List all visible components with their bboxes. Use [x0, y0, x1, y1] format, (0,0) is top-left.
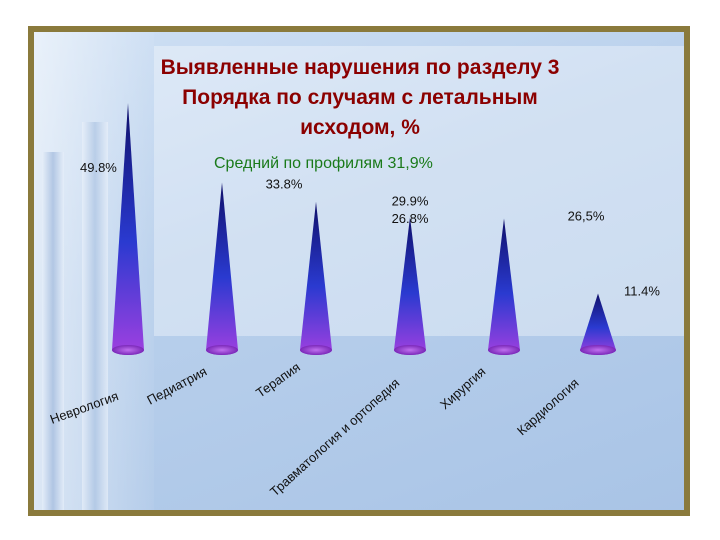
cone-bar [580, 293, 616, 355]
cone-bar [488, 218, 520, 355]
category-label: Хирургия [437, 364, 488, 412]
cone-bar [206, 182, 238, 355]
background-column [82, 122, 108, 510]
data-label: 33.8% [266, 176, 303, 191]
cone-base [300, 345, 332, 355]
category-label: Кардиология [514, 375, 582, 438]
cone-base [112, 345, 144, 355]
slide-background [34, 32, 684, 510]
category-label: Терапия [253, 359, 303, 400]
cone-bar [300, 201, 332, 355]
data-label: 29.9% [392, 194, 429, 209]
data-label: 26.8% [392, 211, 429, 226]
category-label: Неврология [48, 388, 121, 427]
background-panel [154, 46, 684, 336]
data-label: 11.4% [624, 283, 660, 298]
cone-bar [112, 102, 144, 355]
category-label: Травматология и ортопедия [267, 375, 402, 499]
title-line-3: исходом, % [300, 116, 420, 139]
title-line-1: Выявленные нарушения по разделу 3 [161, 56, 560, 79]
background-column [42, 152, 64, 510]
category-label: Педиатрия [144, 364, 209, 408]
data-label: 49.8% [80, 160, 117, 175]
cone-base [394, 345, 426, 355]
cone-base [488, 345, 520, 355]
cone-bar [394, 217, 426, 355]
average-label: Средний по профилям 31,9% [214, 155, 433, 172]
title-line-2: Порядка по случаям с летальным [182, 86, 538, 109]
chart-title: Выявленные нарушения по разделу 3 Порядк… [161, 56, 560, 139]
cone-base [206, 345, 238, 355]
cone-base [580, 345, 616, 355]
data-label: 26,5% [568, 209, 605, 224]
